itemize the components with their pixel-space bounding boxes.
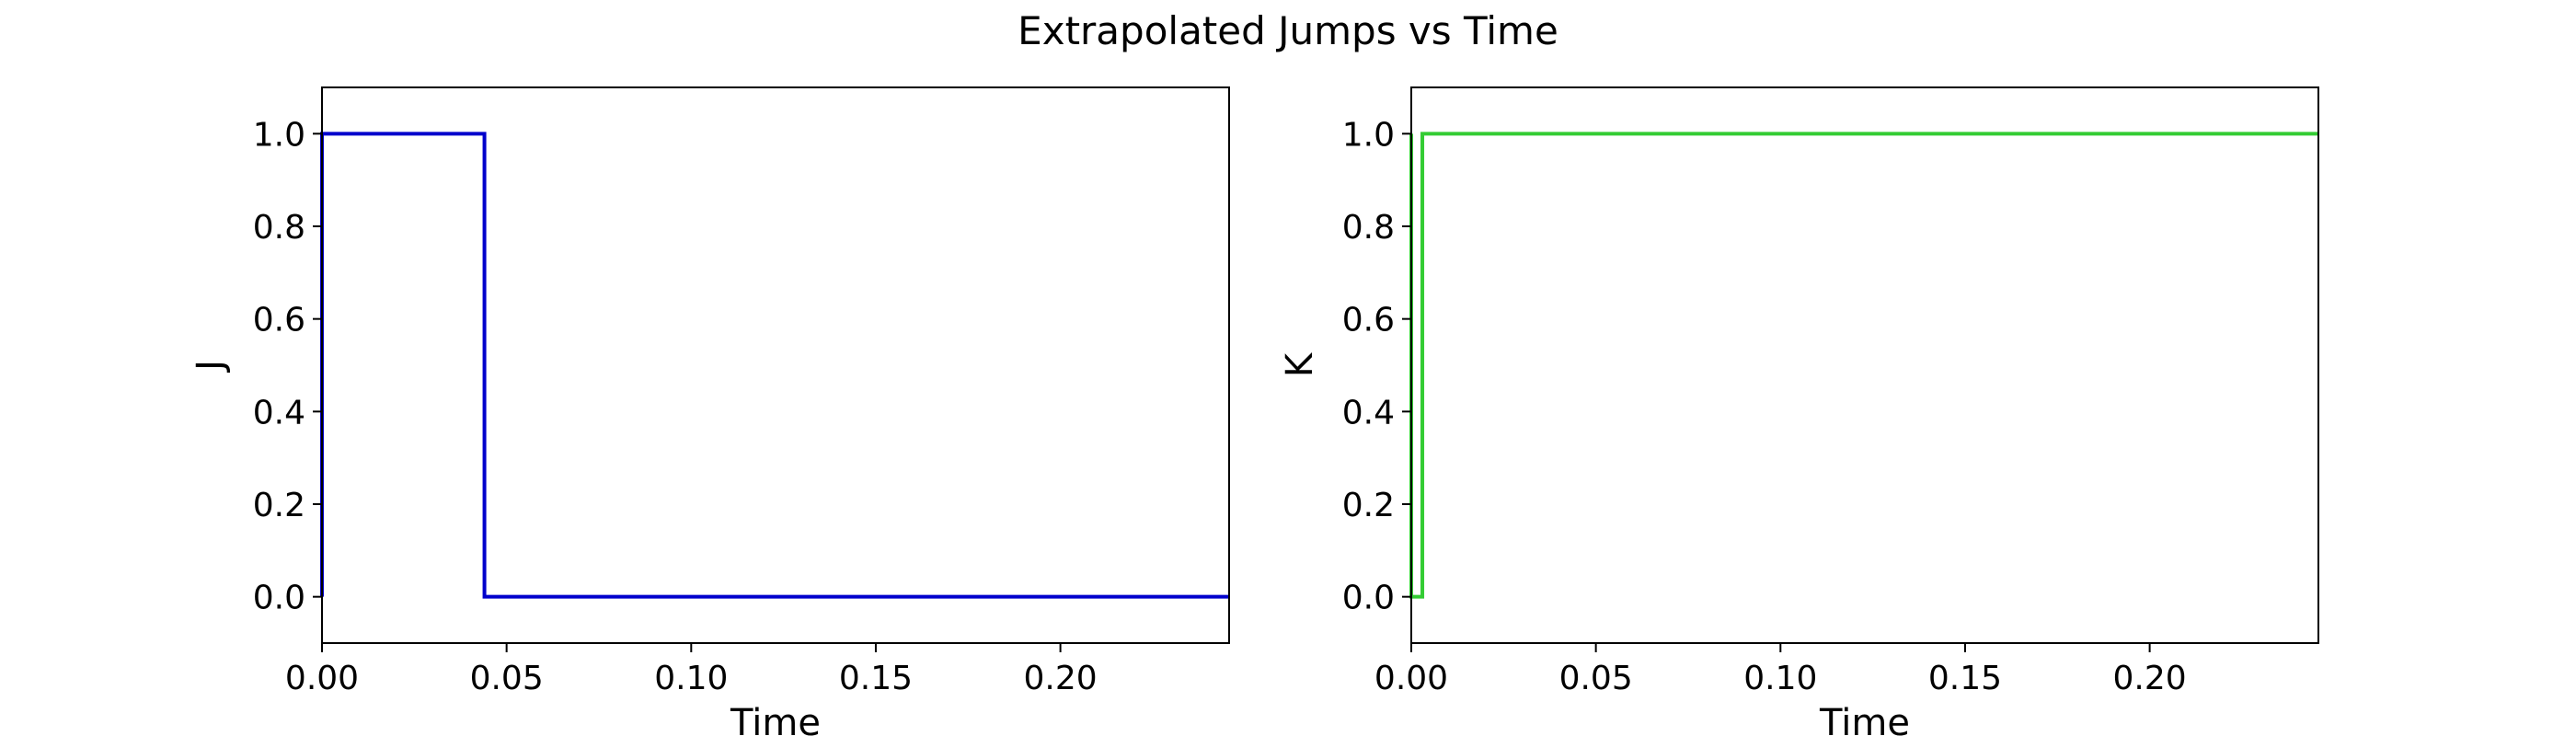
subplot-1: 0.00 0.05 0.10 0.15 0.20 0.0 0.2 0.4 0.6 0.8 1.0 Ti… bbox=[190, 86, 1230, 736]
x-axis-label: Time bbox=[730, 702, 821, 736]
y-tick-label: 0.4 bbox=[1342, 394, 1395, 431]
y-tick-label: 1.0 bbox=[253, 116, 305, 154]
y-tick-label: 0.8 bbox=[253, 209, 305, 247]
subplots: 0.00 0.05 0.10 0.15 0.20 0.0 0.2 0.4 0.6 0.8 1.0 Ti… bbox=[190, 86, 2319, 736]
x-tick-label: 0.05 bbox=[1559, 660, 1633, 697]
figure-title: Extrapolated Jumps vs Time bbox=[1018, 8, 1558, 53]
x-tick-label: 0.15 bbox=[1928, 660, 2002, 697]
y-tick-label: 0.0 bbox=[253, 580, 305, 617]
y-tick-label: 0.0 bbox=[1342, 580, 1395, 617]
y-axis-label: J bbox=[190, 360, 232, 374]
x-tick-label: 0.10 bbox=[1743, 660, 1817, 697]
y-axis-label: K bbox=[1279, 351, 1321, 377]
x-tick-label: 0.20 bbox=[1024, 660, 1098, 697]
axes-frame bbox=[1410, 86, 2319, 644]
y-tick-label: 0.6 bbox=[253, 302, 305, 339]
y-tick-label: 0.4 bbox=[253, 394, 305, 431]
x-tick-label: 0.10 bbox=[654, 660, 728, 697]
x-tick-label: 0.20 bbox=[2113, 660, 2187, 697]
y-tick-label: 0.6 bbox=[1342, 302, 1395, 339]
x-tick-label: 0.00 bbox=[1374, 660, 1448, 697]
y-tick-label: 0.2 bbox=[1342, 487, 1395, 524]
y-tick-label: 1.0 bbox=[1342, 116, 1395, 154]
x-tick-label: 0.15 bbox=[839, 660, 913, 697]
x-tick-label: 0.00 bbox=[285, 660, 359, 697]
subplot-2: 0.00 0.05 0.10 0.15 0.20 0.0 0.2 0.4 0.6 0.8 1.0 Ti… bbox=[1279, 86, 2319, 736]
x-tick-label: 0.05 bbox=[470, 660, 544, 697]
axes-frame bbox=[321, 86, 1230, 644]
y-tick-label: 0.8 bbox=[1342, 209, 1395, 247]
x-axis-label: Time bbox=[1819, 702, 1910, 736]
y-tick-label: 0.2 bbox=[253, 487, 305, 524]
